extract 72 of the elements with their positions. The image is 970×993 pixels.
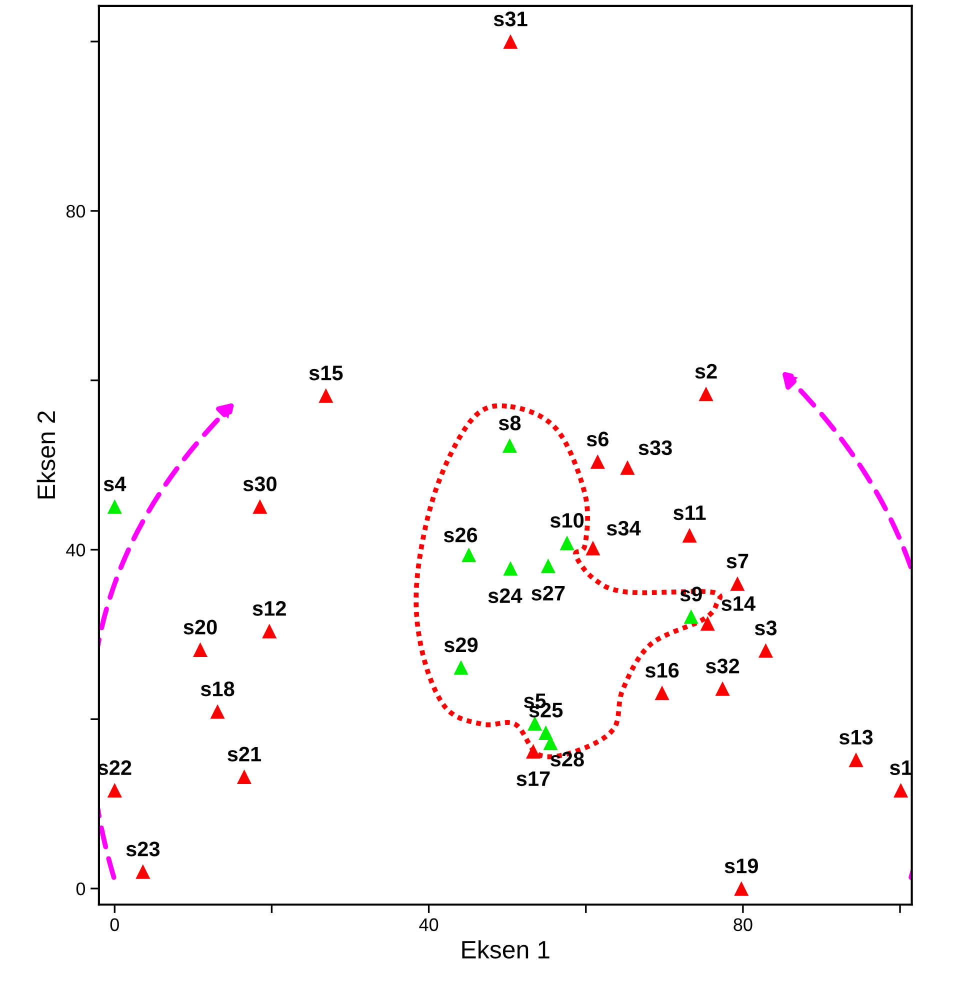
point [682,528,697,543]
data-label: s29 [444,637,478,652]
point [107,499,122,514]
data-label: s33 [638,440,672,456]
point [560,536,574,550]
y-tick-label: 80 [66,204,86,218]
data-label: s7 [726,554,748,568]
data-label: s21 [228,746,262,762]
point [210,704,225,719]
data-label: s28 [550,752,584,766]
point [503,561,518,576]
data-label: s8 [498,416,521,430]
point [538,725,554,740]
point [730,576,745,591]
data-label: s18 [200,682,234,696]
x-axis-title: Eksen 1 [462,940,550,959]
data-label: s14 [722,596,756,611]
data-label: s12 [252,601,286,616]
data-label: s11 [673,506,706,520]
data-label: s30 [243,476,276,492]
point [590,454,605,469]
data-label: s15 [309,366,343,380]
x-tick-label: 0 [110,918,119,932]
point [318,388,334,403]
point [192,642,208,657]
data-label: s6 [586,432,608,446]
point [540,558,556,574]
point [503,34,518,49]
point [848,752,864,768]
point [758,643,774,658]
data-label: s13 [839,730,873,745]
point [502,438,517,453]
data-label: s23 [126,842,160,856]
data-label: s24 [488,588,522,604]
point [734,881,749,896]
point [107,782,122,798]
data-label: s2 [695,364,717,379]
point [236,769,252,784]
data-label: s3 [754,620,777,636]
point [528,716,542,731]
point [684,609,698,624]
data-label: s19 [724,858,758,874]
point [252,499,268,514]
data-label: s4 [104,476,126,492]
data-label: s9 [680,586,702,602]
data-label: s20 [184,620,217,634]
data-label: s26 [444,528,478,542]
data-label: s1 [890,760,912,776]
point [586,540,600,556]
point [620,460,635,475]
data-label: s32 [706,658,740,674]
y-tick-label: 40 [66,544,86,556]
data-label: s17 [516,772,550,786]
x-tick-label: 40 [419,918,438,932]
point [894,782,908,798]
data-label: s10 [550,512,584,528]
point [715,681,730,696]
point [700,616,715,631]
point [526,744,541,759]
point [136,864,150,879]
data-label: s34 [606,520,641,536]
point [462,548,476,562]
y-axis-title: Eksen 2 [36,411,56,498]
data-label: s27 [532,586,565,601]
data-label: s16 [645,662,679,678]
point [698,386,714,402]
y-tick-label: 0 [76,882,86,896]
data-label: s31 [494,12,528,26]
point [654,686,670,700]
point [262,624,277,638]
x-tick-label: 80 [734,918,752,932]
point [454,660,468,675]
